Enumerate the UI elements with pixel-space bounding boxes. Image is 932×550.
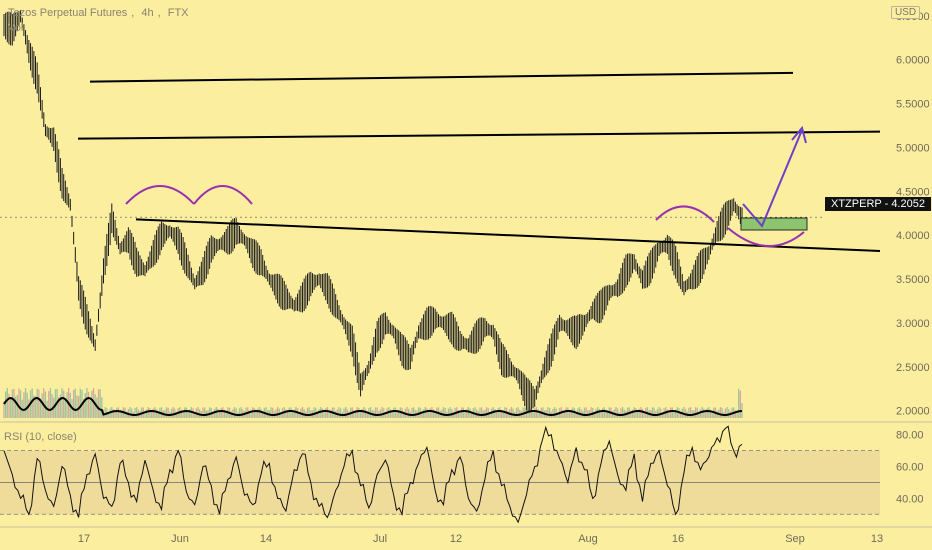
price-tick-label: 5.0000 — [896, 142, 930, 154]
time-tick-label: Jun — [171, 533, 189, 545]
price-tick-label: 3.0000 — [896, 318, 930, 330]
rsi-pane — [0, 421, 932, 524]
target-arrow — [742, 129, 803, 228]
chart-header: Tezos Perpetual Futures, 4h, FTX — [8, 7, 189, 19]
time-tick-label: 14 — [260, 533, 272, 545]
rsi-tick-label: 40.00 — [896, 493, 924, 505]
cup-arc — [727, 227, 805, 247]
price-series — [3, 9, 743, 412]
time-tick-label: 16 — [672, 533, 684, 545]
target-arrowhead — [791, 125, 807, 144]
time-tick-label: Aug — [578, 533, 598, 545]
shoulder-arc-left — [125, 185, 195, 205]
time-axis: 17 Jun 14 Jul 12 Aug 16 Sep 13 — [0, 526, 932, 545]
price-tick-label: 5.5000 — [896, 99, 930, 111]
price-tick-label: 2.0000 — [896, 406, 930, 418]
resistance-line-lower — [77, 130, 881, 140]
time-tick-label: Jul — [373, 533, 387, 545]
price-tick-label: 3.5000 — [896, 274, 930, 286]
currency-button[interactable]: USD — [891, 6, 921, 19]
head-arc — [193, 185, 253, 205]
symbol-name[interactable]: Tezos Perpetual Futures — [8, 7, 128, 19]
rsi-tick-label: 60.00 — [896, 462, 924, 474]
exchange: FTX — [167, 7, 189, 19]
time-tick-label: 12 — [450, 533, 462, 545]
price-tick-label: 4.0000 — [896, 230, 930, 242]
shoulder-arc-right — [655, 205, 715, 223]
price-tag-ticker: XTZPERP — [831, 198, 882, 210]
price-axis[interactable]: 2.0000 2.5000 3.0000 3.5000 4.0000 4.5000 5.00… — [896, 11, 930, 506]
buy-zone-box — [740, 217, 808, 231]
price-tag-value: 4.2052 — [891, 198, 925, 210]
time-tick-label: 13 — [871, 533, 883, 545]
price-tick-label: 4.5000 — [896, 186, 930, 198]
neckline — [135, 218, 881, 252]
rsi-line — [3, 425, 743, 524]
rsi-tick-label: 80.00 — [896, 430, 924, 442]
price-tick-label: 6.0000 — [896, 55, 930, 67]
rsi-label[interactable]: RSI (10, close) — [4, 431, 77, 443]
resistance-line-upper — [89, 71, 794, 83]
volume-label[interactable]: Vol — [8, 22, 24, 34]
price-tag: XTZPERP - 4.2052 — [825, 197, 931, 211]
volume-pane — [3, 388, 743, 418]
drawing-annotations — [0, 71, 881, 252]
volume-average-line — [3, 396, 743, 417]
time-tick-label: 17 — [78, 533, 90, 545]
time-tick-label: Sep — [785, 533, 805, 545]
price-tick-label: 2.5000 — [896, 362, 930, 374]
interval[interactable]: 4h — [141, 7, 154, 19]
